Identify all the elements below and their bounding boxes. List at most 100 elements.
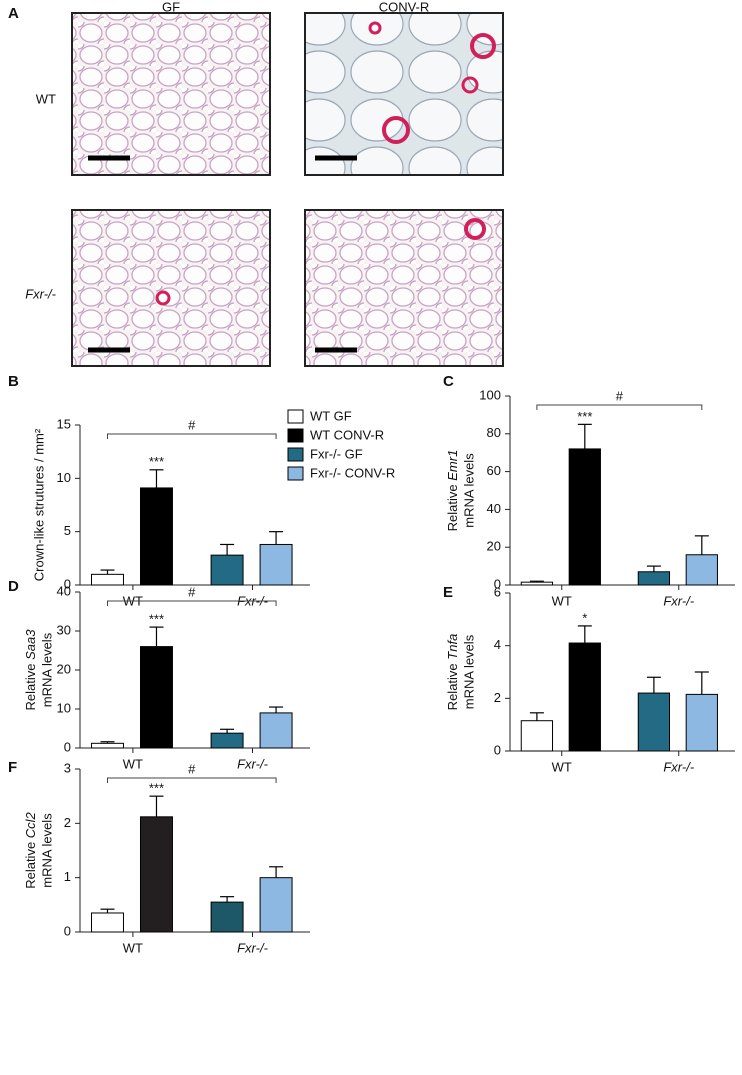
bar xyxy=(637,571,671,586)
column-label: GF xyxy=(162,0,180,14)
panel-label: E xyxy=(443,584,453,601)
column-label: CONV-R xyxy=(379,0,430,14)
bar xyxy=(685,554,718,586)
y-axis-label: mRNA levels xyxy=(461,634,476,709)
y-tick-label: 4 xyxy=(494,637,501,652)
x-tick-label: WT xyxy=(552,759,572,774)
micrograph xyxy=(304,209,504,367)
y-tick-label: 10 xyxy=(57,470,71,485)
y-axis-label: mRNA levels xyxy=(39,632,54,707)
y-tick-label: 2 xyxy=(494,690,501,705)
y-axis-label-part: Relative xyxy=(23,842,38,889)
bar xyxy=(210,901,244,933)
bar xyxy=(520,720,554,752)
bar xyxy=(259,712,293,749)
y-tick-label: 20 xyxy=(487,539,501,554)
bar xyxy=(91,742,124,749)
x-tick-label: Fxr-/- xyxy=(663,593,694,608)
row-label: WT xyxy=(36,91,56,106)
panel-label: A xyxy=(8,5,19,22)
bar xyxy=(568,642,601,752)
legend-label: Fxr-/- CONV-R xyxy=(310,465,395,480)
y-axis-label: Relative Emr1 xyxy=(445,450,460,532)
x-tick-label: WT xyxy=(123,940,143,955)
legend-swatch xyxy=(287,447,304,462)
x-tick-label: Fxr-/- xyxy=(237,756,268,771)
bar xyxy=(520,581,554,586)
bar xyxy=(210,732,244,749)
panel-label: F xyxy=(8,759,17,776)
bar xyxy=(139,646,173,749)
bracket xyxy=(536,404,703,410)
bar xyxy=(139,816,173,933)
y-axis-label: mRNA levels xyxy=(461,453,476,528)
y-tick-label: 40 xyxy=(57,583,71,598)
legend-label: Fxr-/- GF xyxy=(310,446,363,461)
bracket-label: # xyxy=(188,584,196,599)
y-tick-label: 3 xyxy=(64,760,71,775)
y-tick-label: 5 xyxy=(64,523,71,538)
y-tick-label: 0 xyxy=(64,923,71,938)
row-label: Fxr-/- xyxy=(25,286,56,301)
y-axis-label-part: Relative xyxy=(445,484,460,531)
bracket xyxy=(106,433,277,439)
bar xyxy=(259,543,293,586)
x-tick-label: WT xyxy=(123,756,143,771)
bracket-label: # xyxy=(616,388,624,403)
legend-swatch xyxy=(287,428,304,443)
micrograph xyxy=(304,12,504,176)
x-tick-label: Fxr-/- xyxy=(237,940,268,955)
y-axis-label-part: Relative xyxy=(445,663,460,710)
significance: *** xyxy=(149,612,164,627)
bar xyxy=(91,573,124,586)
significance: * xyxy=(582,610,587,625)
y-axis-label: Relative Tnfa xyxy=(445,634,460,711)
significance: *** xyxy=(149,454,164,469)
x-tick-label: Fxr-/- xyxy=(663,759,694,774)
y-tick-label: 2 xyxy=(64,815,71,830)
micrograph xyxy=(71,12,271,176)
y-axis-label: Crown-like strutures / mm² xyxy=(31,428,46,581)
y-axis-label: Relative Saa3 xyxy=(23,629,38,711)
bar xyxy=(91,912,124,933)
y-axis-label-part: Relative xyxy=(23,664,38,711)
y-tick-label: 20 xyxy=(57,661,71,676)
y-axis-label-gene: Emr1 xyxy=(445,450,460,481)
bracket-label: # xyxy=(188,417,196,432)
bar xyxy=(139,487,173,586)
y-axis-label-gene: Ccl2 xyxy=(23,811,38,838)
legend-swatch xyxy=(287,409,304,424)
y-axis-label: mRNA levels xyxy=(39,813,54,888)
y-tick-label: 0 xyxy=(64,739,71,754)
micrograph xyxy=(71,209,271,367)
bracket-label: # xyxy=(188,761,196,776)
bar xyxy=(685,693,718,752)
y-tick-label: 10 xyxy=(57,700,71,715)
panel-label: B xyxy=(8,373,19,390)
y-tick-label: 15 xyxy=(57,416,71,431)
y-tick-label: 0 xyxy=(494,742,501,757)
y-tick-label: 40 xyxy=(487,501,501,516)
y-axis-label-gene: Saa3 xyxy=(23,629,38,660)
panel-label: C xyxy=(443,373,454,390)
y-tick-label: 0 xyxy=(494,576,501,591)
y-axis-label: Relative Ccl2 xyxy=(23,811,38,888)
y-tick-label: 0 xyxy=(64,576,71,591)
bracket xyxy=(106,777,277,783)
significance: *** xyxy=(149,781,164,796)
significance: *** xyxy=(577,409,592,424)
y-tick-label: 60 xyxy=(487,463,501,478)
y-tick-label: 1 xyxy=(64,869,71,884)
bracket xyxy=(106,600,277,606)
bar xyxy=(259,877,293,933)
y-tick-label: 30 xyxy=(57,622,71,637)
y-tick-label: 6 xyxy=(494,584,501,599)
legend-swatch xyxy=(287,466,304,481)
y-tick-label: 100 xyxy=(479,387,501,402)
legend-label: WT CONV-R xyxy=(310,427,384,442)
bar xyxy=(568,448,601,586)
bar xyxy=(210,554,244,586)
legend-label: WT GF xyxy=(310,408,352,423)
panel-label: D xyxy=(8,578,19,595)
